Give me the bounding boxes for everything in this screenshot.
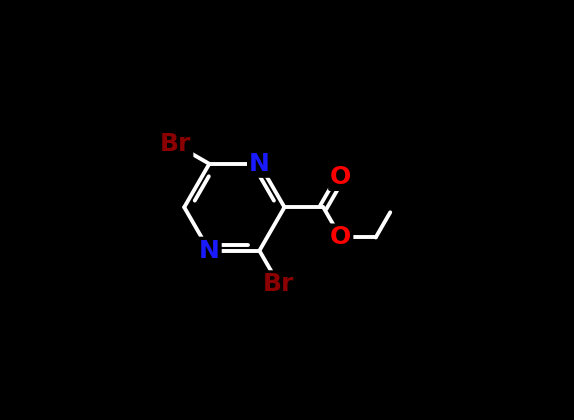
- Text: N: N: [249, 152, 270, 176]
- Text: N: N: [199, 239, 220, 262]
- Text: Br: Br: [263, 272, 294, 296]
- Text: O: O: [330, 226, 351, 249]
- Text: Br: Br: [160, 132, 191, 156]
- Text: O: O: [330, 165, 351, 189]
